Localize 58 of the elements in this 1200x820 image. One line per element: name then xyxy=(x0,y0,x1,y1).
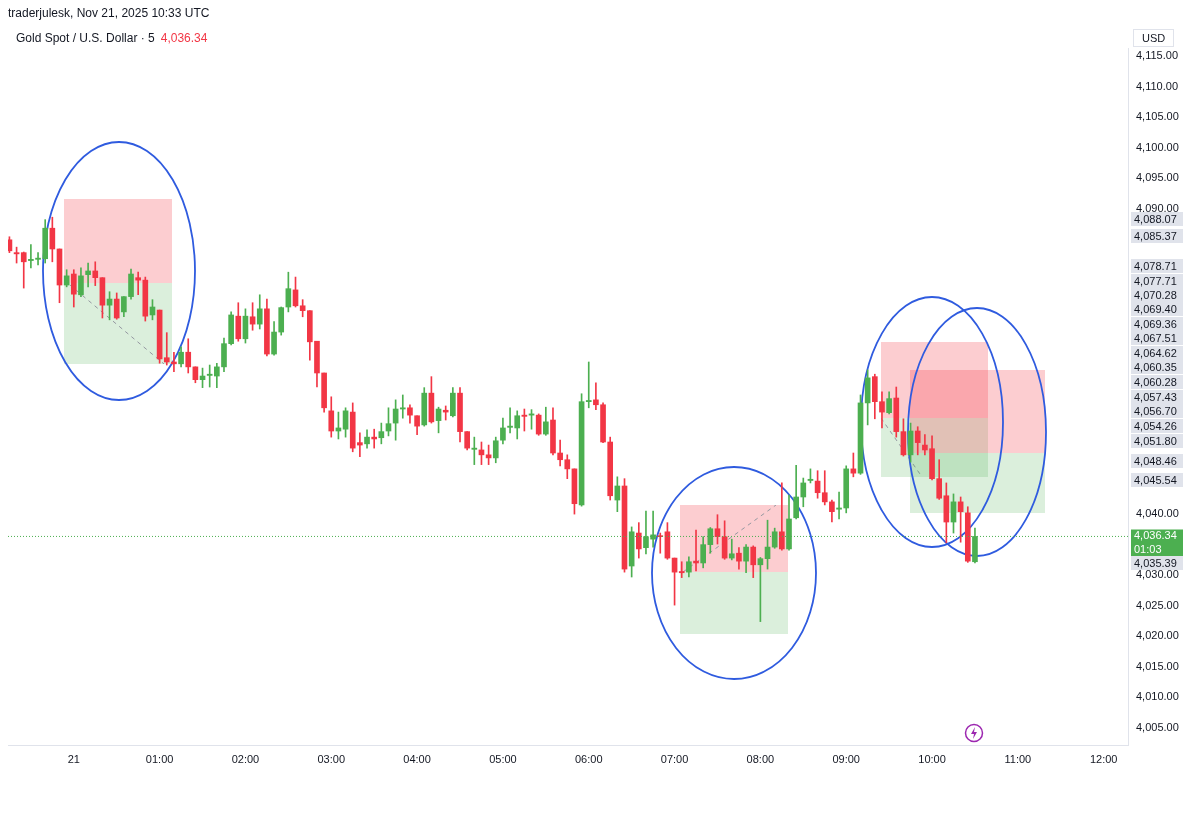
y-tick-label: 4,010.00 xyxy=(1136,690,1179,703)
text: 4,060.28 xyxy=(1131,375,1183,389)
x-tick-label: 06:00 xyxy=(574,752,603,765)
x-tick-label: 02:00 xyxy=(231,752,260,765)
x-tick-label: 03:00 xyxy=(317,752,346,765)
chart-subtitle: 4,036.34 xyxy=(160,31,208,45)
y-tick-label: 4,110.00 xyxy=(1136,79,1179,92)
text: traderjulesk, Nov 21, 2025 10:33 UTC xyxy=(8,6,210,20)
x-tick-label: 11:00 xyxy=(1004,752,1032,765)
y-tick-label: 4,105.00 xyxy=(1136,110,1179,123)
text: 4,051.80 xyxy=(1131,434,1183,448)
candlestick xyxy=(678,561,685,578)
y-tick-label: 4,040.00 xyxy=(1136,507,1179,520)
text: 4,069.40 xyxy=(1131,302,1183,316)
x-tick-label: 05:00 xyxy=(489,752,517,765)
text: 4,048.46 xyxy=(1131,454,1183,468)
chart-title: Gold Spot / U.S. Dollar · 5 xyxy=(16,31,155,45)
candlestick xyxy=(163,332,170,366)
text: 4,057.43 xyxy=(1131,390,1183,404)
y-tick-label: 4,095.00 xyxy=(1136,171,1179,184)
text: 4,069.36 xyxy=(1131,317,1183,331)
x-tick-label: 10:00 xyxy=(918,752,946,765)
text: 4,035.39 xyxy=(1131,556,1183,570)
ref-line-label: 4,036.34 01:03 xyxy=(1134,529,1177,556)
text: 4,078.71 xyxy=(1131,259,1183,273)
text: 4,054.26 xyxy=(1131,419,1183,433)
text: 4,077.71 xyxy=(1131,274,1183,288)
x-tick-label: 08:00 xyxy=(746,752,775,765)
x-tick-label: 09:00 xyxy=(832,752,860,765)
x-tick-label: 21 xyxy=(67,752,80,765)
candlestick xyxy=(585,361,592,409)
y-tick-label: 4,020.00 xyxy=(1136,629,1179,642)
x-tick-label: 07:00 xyxy=(660,752,689,765)
y-tick-label: 4,090.00 xyxy=(1136,201,1179,214)
y-tick-label: 4,015.00 xyxy=(1136,659,1179,672)
x-tick-label: 01:00 xyxy=(145,752,174,765)
text: 4,060.35 xyxy=(1131,360,1183,374)
text: 4,064.62 xyxy=(1131,346,1183,360)
y-tick-label: 4,115.00 xyxy=(1136,48,1179,61)
candlestick xyxy=(399,394,406,419)
candlestick xyxy=(85,262,91,288)
text: 4,088.07 xyxy=(1131,212,1183,226)
x-tick-label: 12:00 xyxy=(1089,752,1118,765)
candlestick xyxy=(135,271,141,296)
text: 4,067.51 xyxy=(1131,331,1183,345)
y-tick-label: 4,030.00 xyxy=(1136,568,1179,581)
candlestick xyxy=(657,532,664,554)
x-tick-label: 04:00 xyxy=(403,752,431,765)
y-tick-label: 4,100.00 xyxy=(1136,140,1179,153)
text: 4,056.70 xyxy=(1131,404,1183,418)
candlestick xyxy=(836,491,842,520)
text: 4,085.37 xyxy=(1131,229,1183,243)
text: 4,070.28 xyxy=(1131,288,1183,302)
candlestick xyxy=(471,436,478,465)
y-axis-title: USD xyxy=(1133,29,1175,47)
y-tick-label: 4,005.00 xyxy=(1136,720,1179,733)
y-tick-label: 4,025.00 xyxy=(1136,598,1179,611)
text: 4,045.54 xyxy=(1131,473,1183,487)
